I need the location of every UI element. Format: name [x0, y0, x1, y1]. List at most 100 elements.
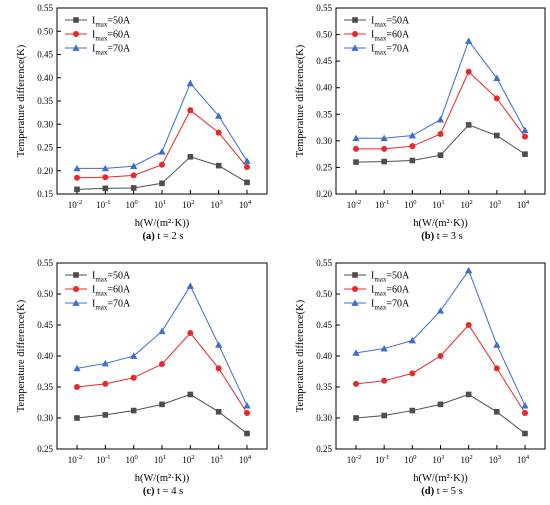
data-point [493, 341, 501, 348]
data-point [215, 129, 222, 136]
data-point [465, 266, 473, 274]
data-point [186, 282, 194, 289]
data-point [353, 380, 359, 387]
plot-frame [56, 262, 268, 450]
x-tick-label: 102 [182, 454, 194, 465]
panel-caption: (b) t = 3 s [421, 231, 463, 242]
series-line-3 [77, 82, 248, 169]
x-tick-label: 10-2 [347, 199, 361, 210]
y-tick-label: 0.55 [316, 3, 332, 13]
x-tick-label: 103 [489, 199, 501, 210]
data-point [465, 68, 472, 75]
y-tick-label: 0.25 [37, 143, 53, 153]
data-point [493, 95, 500, 102]
series-line-1 [76, 393, 248, 434]
panel-caption: (d) t = 5 s [421, 486, 463, 497]
legend-marker [352, 272, 358, 278]
x-axis-label: h(W/(m²·K)) [135, 218, 190, 229]
data-point [130, 352, 138, 359]
x-tick-label: 101 [432, 454, 444, 465]
y-tick-label: 0.40 [316, 351, 332, 361]
data-point [381, 412, 387, 419]
data-point [159, 161, 165, 168]
x-tick-label: 100 [404, 199, 416, 210]
legend-label: Imax=60A [371, 30, 410, 43]
data-point [130, 172, 137, 179]
data-point [187, 330, 194, 337]
y-tick-label: 0.25 [316, 162, 332, 172]
data-point [381, 158, 387, 165]
chart-panel-1: 0.15 0.20 0.25 0.30 0.35 0.40 0.45 0.50 0.55 10-2… [16, 3, 268, 242]
chart-panel-4: 0.25 0.30 0.35 0.40 0.45 0.50 0.55 10-2 10-1 100 1… [295, 258, 546, 497]
legend-label: Imax=70A [92, 299, 131, 312]
data-point [74, 384, 80, 390]
x-tick-label: 10-2 [68, 454, 82, 465]
data-point [522, 410, 528, 417]
x-tick-label: 102 [182, 199, 194, 210]
data-point [101, 359, 109, 367]
data-point [73, 164, 81, 172]
plot-frame [335, 7, 546, 195]
legend-marker [352, 17, 358, 23]
x-tick-label: 100 [126, 199, 138, 210]
data-point [102, 174, 109, 181]
data-point [494, 132, 500, 139]
data-point [465, 391, 472, 398]
data-point [187, 154, 194, 160]
chart-panel-3: 0.25 0.30 0.35 0.40 0.45 0.50 0.55 10-2 10-1 100 1… [16, 258, 268, 497]
panel-caption: (a) t = 2 s [143, 231, 184, 242]
y-axis-label: Temperature difference(K) [16, 44, 27, 157]
legend-marker [73, 272, 79, 278]
x-tick-label: 103 [211, 199, 223, 210]
y-tick-label: 0.30 [316, 136, 332, 146]
legend-label: Imax=70A [92, 44, 131, 57]
data-point [437, 152, 444, 159]
y-tick-label: 0.45 [37, 50, 53, 60]
data-point [187, 107, 194, 114]
data-point [215, 162, 222, 169]
data-point [353, 159, 359, 165]
data-point [102, 185, 109, 192]
data-point [521, 402, 529, 409]
panel-caption: (c) t = 4 s [143, 486, 183, 497]
y-tick-label: 0.55 [37, 3, 53, 13]
legend-marker [73, 31, 79, 37]
y-tick-label: 0.30 [37, 119, 53, 129]
legend-label: Imax=50A [92, 16, 131, 29]
data-point [408, 336, 416, 344]
data-point [215, 112, 223, 119]
y-tick-label: 0.35 [37, 382, 53, 392]
data-point [437, 353, 444, 359]
y-axis-label: Temperature difference(K) [16, 299, 27, 412]
data-point [74, 415, 80, 421]
data-point [409, 370, 416, 377]
y-axis-label: Temperature difference(K) [295, 299, 306, 412]
data-point [73, 364, 81, 372]
legend-marker [72, 44, 80, 51]
data-point [215, 409, 222, 415]
legend-label: Imax=60A [371, 285, 410, 298]
y-tick-label: 0.45 [316, 56, 332, 66]
data-point [522, 133, 528, 140]
y-tick-label: 0.35 [37, 96, 53, 106]
x-tick-label: 10-1 [96, 199, 110, 210]
data-point [74, 174, 80, 181]
data-point [159, 401, 165, 408]
legend-marker [351, 299, 359, 306]
y-tick-label: 0.50 [316, 289, 332, 299]
legend-marker [73, 286, 79, 292]
data-point [493, 74, 501, 82]
data-point [101, 164, 109, 172]
y-tick-label: 0.25 [316, 444, 332, 454]
x-axis-label: h(W/(m²·K)) [413, 218, 468, 229]
y-tick-label: 0.40 [316, 83, 332, 93]
data-point [465, 122, 472, 128]
x-tick-label: 101 [154, 454, 166, 465]
data-point [159, 180, 165, 187]
data-point [244, 410, 250, 417]
y-tick-label: 0.35 [316, 382, 332, 392]
x-axis-label: h(W/(m²·K)) [135, 473, 190, 484]
data-point [130, 185, 137, 191]
y-tick-label: 0.45 [37, 320, 53, 330]
